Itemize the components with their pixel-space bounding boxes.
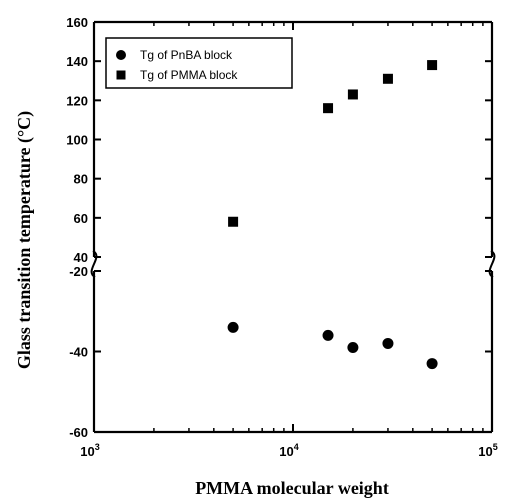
pmma-point: [323, 103, 334, 114]
axis-break-right: [488, 250, 496, 278]
legend: Tg of PnBA block Tg of PMMA block: [105, 37, 293, 89]
y-tick-label: 60: [74, 211, 88, 226]
y-tick-label: 160: [66, 15, 88, 30]
pmma-point: [228, 216, 239, 227]
y-tick-label: -20: [69, 264, 88, 279]
legend-label: Tg of PnBA block: [140, 48, 233, 62]
y-tick-label: 100: [66, 133, 88, 148]
x-axis-title: PMMA molecular weight: [195, 478, 389, 498]
legend-marker-circle: [116, 50, 126, 60]
pnba-point: [382, 337, 394, 349]
y-tick-label: 120: [66, 93, 88, 108]
y-axis-upper: 40 60 80 100 120 140 160: [66, 15, 492, 265]
y-axis-title: Glass transition temperature (°C): [14, 111, 35, 369]
y-tick-label: 40: [74, 250, 88, 265]
legend-box: [105, 37, 293, 89]
x-tick-label: 103: [80, 442, 99, 459]
pmma-point: [347, 89, 358, 100]
pmma-point: [427, 60, 438, 71]
y-tick-label: -40: [69, 345, 88, 360]
pnba-point: [347, 341, 359, 353]
x-tick-label: 104: [279, 442, 298, 459]
pnba-point: [227, 321, 239, 333]
y-tick-label: 80: [74, 172, 88, 187]
y-tick-label: 140: [66, 54, 88, 69]
pnba-point: [322, 329, 334, 341]
data-points: [227, 60, 438, 370]
pmma-point: [382, 73, 393, 84]
axis-break-left: [90, 250, 98, 278]
x-tick-label: 105: [478, 442, 497, 459]
y-tick-label: -60: [69, 425, 88, 440]
legend-marker-square: [116, 70, 126, 80]
y-axis-lower: -60 -40 -20: [69, 264, 492, 440]
legend-label: Tg of PMMA block: [140, 68, 238, 82]
pnba-point: [426, 358, 438, 370]
